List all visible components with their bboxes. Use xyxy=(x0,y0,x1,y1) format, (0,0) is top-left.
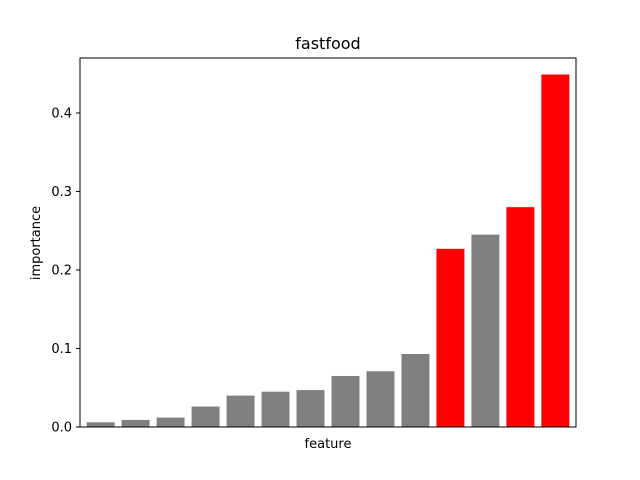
bar-13 xyxy=(506,207,535,427)
bar-10 xyxy=(401,353,430,427)
bar-9 xyxy=(366,371,395,427)
bar-4 xyxy=(191,406,220,427)
y-tick-label: 0.4 xyxy=(51,106,72,121)
x-axis-label: feature xyxy=(305,437,352,452)
chart-title: fastfood xyxy=(295,34,360,53)
y-tick-label: 0.2 xyxy=(51,263,72,278)
bar-3 xyxy=(156,417,185,427)
bar-12 xyxy=(471,234,500,427)
y-axis-ticks: 0.0 0.1 0.2 0.3 0.4 xyxy=(51,106,80,436)
bar-5 xyxy=(226,395,255,427)
bar-1 xyxy=(86,422,115,427)
bars-group xyxy=(86,74,570,428)
y-tick-label: 0.0 xyxy=(51,421,72,436)
y-axis-label: importance xyxy=(29,206,44,280)
bar-11 xyxy=(436,248,465,427)
y-tick-label: 0.3 xyxy=(51,185,72,200)
bar-2 xyxy=(121,419,150,427)
bar-14 xyxy=(541,74,570,428)
plot-frame xyxy=(79,57,577,428)
y-tick-label: 0.1 xyxy=(51,342,72,357)
bar-6 xyxy=(261,391,290,427)
bar-7 xyxy=(296,390,325,427)
bar-8 xyxy=(331,375,360,427)
